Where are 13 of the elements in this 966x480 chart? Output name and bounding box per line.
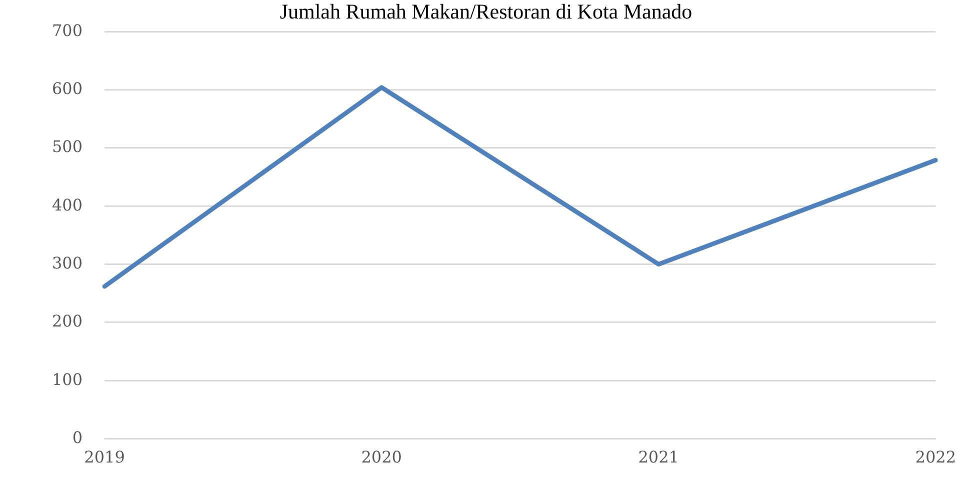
x-tick-label: 2020 <box>361 448 402 467</box>
y-tick-label: 100 <box>52 370 83 389</box>
y-tick-label: 0 <box>72 428 83 447</box>
y-tick-label: 700 <box>52 20 83 40</box>
x-tick-label: 2019 <box>84 448 125 467</box>
y-tick-label: 200 <box>52 312 83 331</box>
y-tick-label: 300 <box>52 253 83 272</box>
y-tick-label: 600 <box>52 78 83 98</box>
x-tick-label: 2021 <box>638 448 679 467</box>
y-tick-label: 400 <box>52 195 83 214</box>
x-tick-label: 2022 <box>915 448 956 467</box>
y-tick-label: 500 <box>52 137 83 156</box>
chart-title: Jumlah Rumah Makan/Restoran di Kota Manado <box>280 0 692 24</box>
